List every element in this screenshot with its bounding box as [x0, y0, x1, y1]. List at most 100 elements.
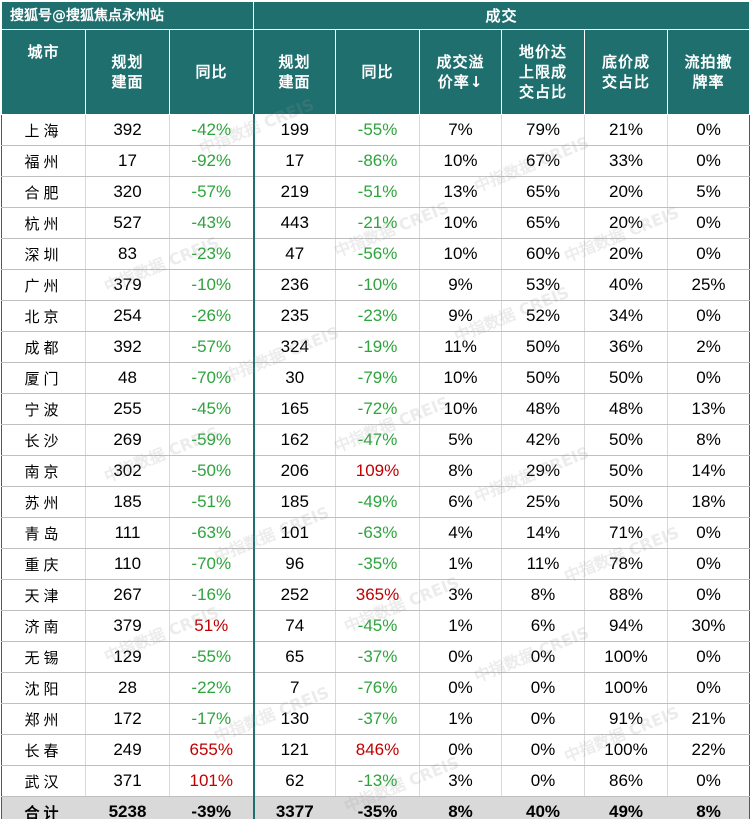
cell-deal-yoy: -76% — [335, 672, 420, 704]
cell-premium: 8% — [419, 796, 502, 819]
cell-fail: 0% — [667, 548, 750, 580]
cell-fail: 13% — [667, 393, 750, 425]
cell-yoy: -45% — [168, 393, 254, 425]
table-row: 南京 302 -50% 206 109% 8% 29% 50% 14% — [1, 455, 750, 487]
table-row: 杭州 527 -43% 443 -21% 10% 65% 20% 0% — [1, 207, 750, 239]
cell-yoy: 655% — [168, 734, 254, 766]
table-row: 重庆 110 -70% 96 -35% 1% 11% 78% 0% — [1, 548, 750, 580]
cell-deal-yoy: -21% — [335, 207, 420, 239]
source-label: 搜狐号@搜狐焦点永州站 — [0, 1, 255, 30]
table-row: 青岛 111 -63% 101 -63% 4% 14% 71% 0% — [1, 517, 750, 549]
cell-floor: 88% — [584, 579, 668, 611]
cell-city: 重庆 — [1, 548, 86, 580]
column-header-1: 规划 建面 — [85, 29, 170, 115]
cell-deal-area: 252 — [252, 579, 336, 611]
cell-city: 福州 — [1, 145, 86, 177]
cell-city: 长沙 — [1, 424, 86, 456]
column-header-6: 地价达 上限成 交占比 — [501, 29, 586, 115]
cell-deal-yoy: -35% — [335, 796, 420, 819]
cell-premium: 10% — [419, 362, 502, 394]
cell-fail: 0% — [667, 641, 750, 673]
cell-yoy: -16% — [168, 579, 254, 611]
cell-premium: 8% — [419, 455, 502, 487]
cell-premium: 0% — [419, 672, 502, 704]
table-row: 长沙 269 -59% 162 -47% 5% 42% 50% 8% — [1, 424, 750, 456]
cell-floor: 100% — [584, 641, 668, 673]
cell-fail: 0% — [667, 300, 750, 332]
cell-city: 天津 — [1, 579, 86, 611]
cell-premium: 0% — [419, 734, 502, 766]
column-header-3: 规划 建面 — [253, 29, 337, 115]
cell-deal-area: 324 — [252, 331, 336, 363]
column-header-7: 底价成 交占比 — [584, 29, 669, 115]
cell-city: 合肥 — [1, 176, 86, 208]
cell-floor: 86% — [584, 765, 668, 797]
cell-fail: 2% — [667, 331, 750, 363]
cell-fail: 0% — [667, 579, 750, 611]
cell-floor: 71% — [584, 517, 668, 549]
cell-deal-yoy: -19% — [335, 331, 420, 363]
cell-cap: 42% — [501, 424, 585, 456]
cell-yoy: -10% — [168, 269, 254, 301]
cell-yoy: -57% — [168, 331, 254, 363]
cell-plan: 110 — [85, 548, 170, 580]
cell-city: 宁波 — [1, 393, 86, 425]
cell-fail: 0% — [667, 114, 750, 146]
cell-deal-yoy: -35% — [335, 548, 420, 580]
cell-yoy: -51% — [168, 486, 254, 518]
cell-premium: 1% — [419, 703, 502, 735]
cell-premium: 10% — [419, 393, 502, 425]
cell-deal-area: 199 — [252, 114, 336, 146]
cell-cap: 11% — [501, 548, 585, 580]
cell-floor: 50% — [584, 362, 668, 394]
cell-yoy: 101% — [168, 765, 254, 797]
cell-cap: 0% — [501, 641, 585, 673]
cell-plan: 172 — [85, 703, 170, 735]
cell-deal-area: 235 — [252, 300, 336, 332]
cell-deal-yoy: -37% — [335, 703, 420, 735]
cell-fail: 8% — [667, 424, 750, 456]
cell-premium: 10% — [419, 238, 502, 270]
cell-plan: 320 — [85, 176, 170, 208]
cell-yoy: -43% — [168, 207, 254, 239]
cell-fail: 8% — [667, 796, 750, 819]
cell-fail: 0% — [667, 207, 750, 239]
cell-floor: 50% — [584, 455, 668, 487]
cell-cap: 52% — [501, 300, 585, 332]
cell-plan: 129 — [85, 641, 170, 673]
cell-city: 杭州 — [1, 207, 86, 239]
cell-deal-area: 165 — [252, 393, 336, 425]
cell-plan: 185 — [85, 486, 170, 518]
cell-cap: 0% — [501, 734, 585, 766]
table-row: 宁波 255 -45% 165 -72% 10% 48% 48% 13% — [1, 393, 750, 425]
cell-floor: 20% — [584, 176, 668, 208]
cell-plan: 302 — [85, 455, 170, 487]
cell-cap: 50% — [501, 331, 585, 363]
cell-premium: 10% — [419, 145, 502, 177]
cell-yoy: 51% — [168, 610, 254, 642]
cell-city: 广州 — [1, 269, 86, 301]
cell-yoy: -17% — [168, 703, 254, 735]
cell-floor: 49% — [584, 796, 668, 819]
cell-deal-area: 7 — [252, 672, 336, 704]
table-row: 苏州 185 -51% 185 -49% 6% 25% 50% 18% — [1, 486, 750, 518]
cell-city: 成都 — [1, 331, 86, 363]
cell-plan: 111 — [85, 517, 170, 549]
cell-deal-area: 443 — [252, 207, 336, 239]
cell-deal-area: 101 — [252, 517, 336, 549]
cell-city: 合计 — [1, 796, 86, 819]
cell-floor: 91% — [584, 703, 668, 735]
cell-floor: 20% — [584, 238, 668, 270]
cell-fail: 22% — [667, 734, 750, 766]
table-row: 天津 267 -16% 252 365% 3% 8% 88% 0% — [1, 579, 750, 611]
table-row: 北京 254 -26% 235 -23% 9% 52% 34% 0% — [1, 300, 750, 332]
cell-fail: 21% — [667, 703, 750, 735]
cell-yoy: -39% — [168, 796, 254, 819]
cell-deal-area: 206 — [252, 455, 336, 487]
cell-floor: 48% — [584, 393, 668, 425]
cell-yoy: -23% — [168, 238, 254, 270]
cell-plan: 392 — [85, 331, 170, 363]
table-header: 搜狐号@搜狐焦点永州站 成交 城市 规划 建面 同比 规划 建面 同比 成交溢 价率↓ 地价达 上限… — [0, 1, 750, 115]
cell-yoy: -55% — [168, 641, 254, 673]
